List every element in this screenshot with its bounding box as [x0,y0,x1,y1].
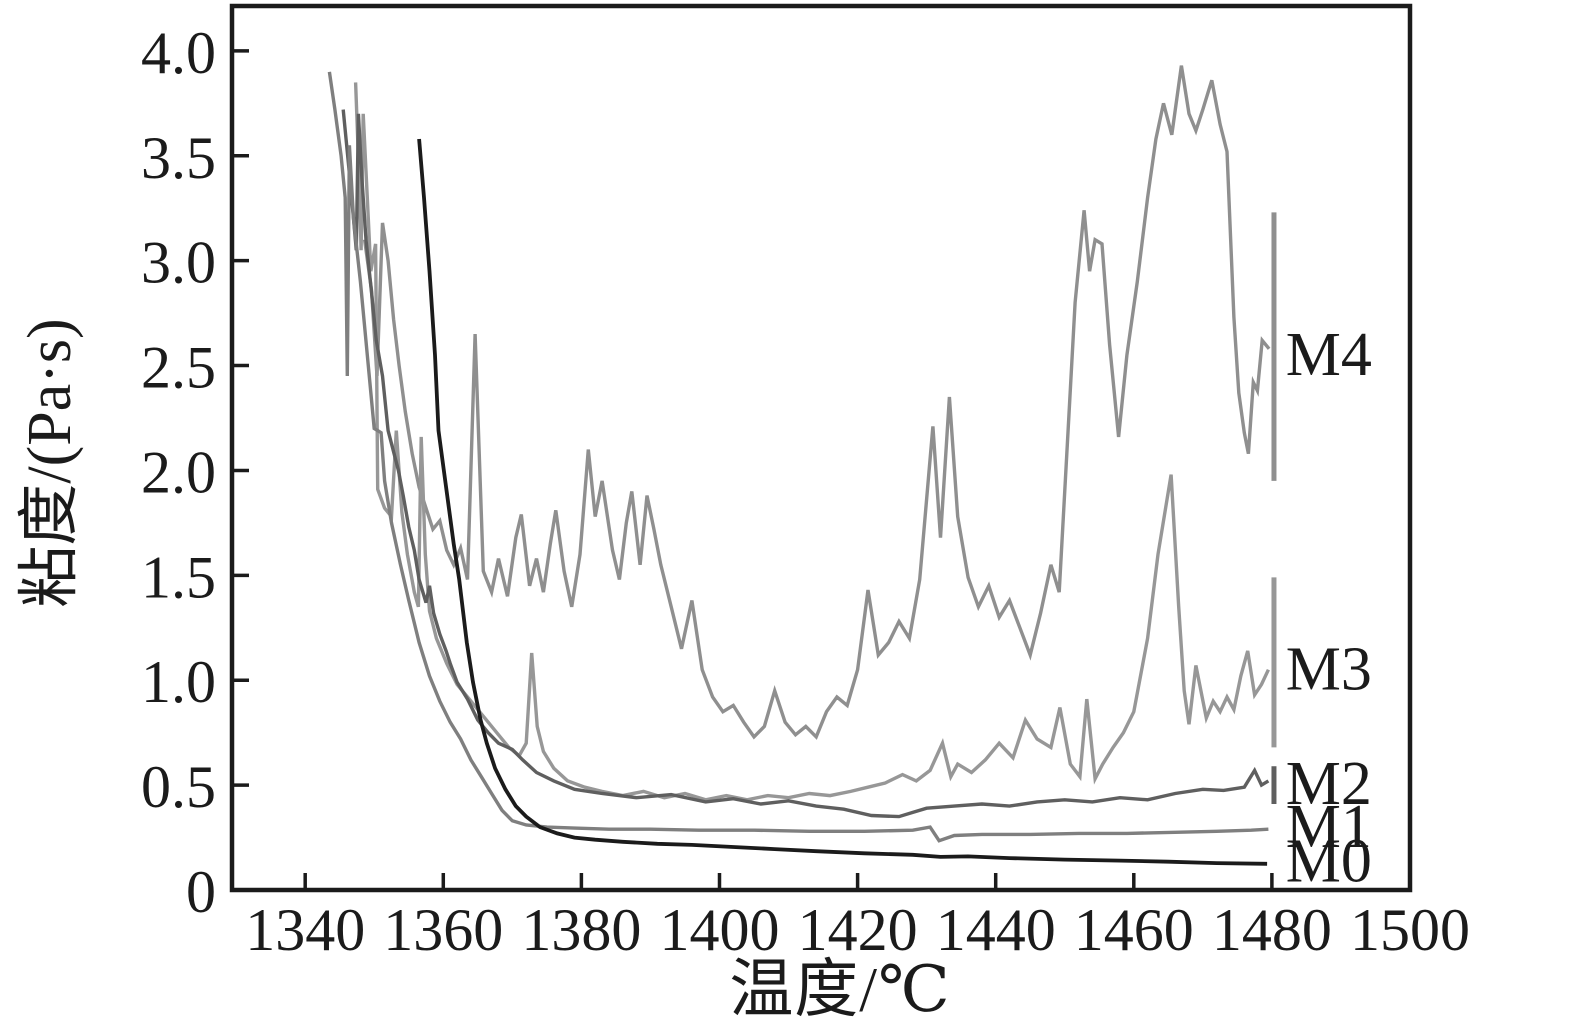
series-M1-label: M1 [1286,793,1372,861]
series-M3-line [353,82,1270,802]
plot-border [229,3,1413,893]
x-tick-label: 1400 [659,897,779,963]
x-tick-label: 1460 [1074,897,1194,963]
y-tick-label: 1.0 [141,649,216,715]
y-tick-label: 0.5 [141,754,216,820]
x-tick-label: 1420 [798,897,918,963]
series-M2-line [341,109,1270,819]
series-M2-label: M2 [1286,750,1372,818]
series-M0-line [417,138,1268,866]
y-tick-label: 3.5 [141,125,216,191]
x-axis-title: 温度/℃ [729,954,951,1025]
x-tick-label: 1500 [1350,897,1470,963]
series-M4-label: M4 [1286,321,1372,389]
x-tick-label: 1380 [521,897,641,963]
y-axis-title: 粘度/(Pa·s) [16,318,84,608]
x-tick-label: 1340 [245,897,365,963]
x-tick-label: 1480 [1212,897,1332,963]
y-tick-label: 3.0 [141,230,216,296]
series-M4-line [362,65,1271,740]
x-tick-label: 1360 [383,897,503,963]
y-tick-label: 2.0 [141,439,216,505]
y-tick-label: 2.5 [141,335,216,401]
y-tick-label: 4.0 [141,20,216,86]
series-M0-label: M0 [1286,828,1372,896]
series-M3-label: M3 [1286,636,1372,704]
series-M1-line [327,71,1269,843]
y-tick-label: 1.5 [141,544,216,610]
x-tick-label: 1440 [936,897,1056,963]
y-tick-label: 0 [186,859,216,925]
